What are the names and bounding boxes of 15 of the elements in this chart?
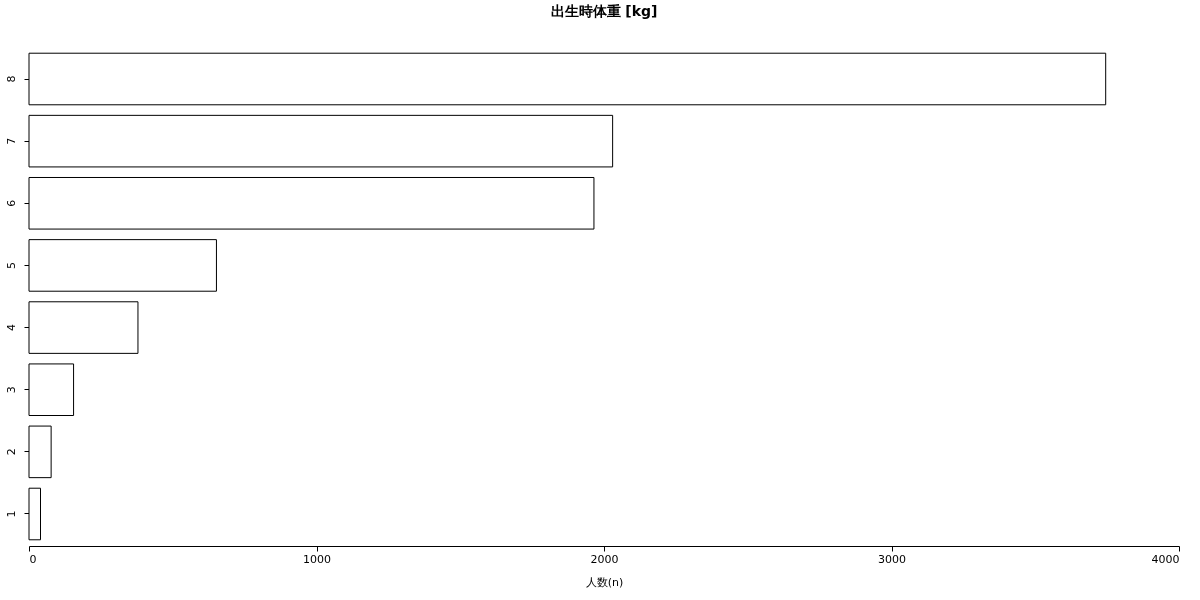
y-tick-label: 2: [4, 448, 18, 456]
x-axis-title: 人数(n): [585, 575, 624, 589]
x-tick-label: 2000: [590, 552, 619, 566]
y-tick-label: 1: [4, 510, 18, 518]
y-tick-label: 7: [4, 137, 18, 145]
x-tick-label: 0: [29, 552, 37, 566]
y-tick-label: 4: [4, 324, 18, 332]
x-tick-label: 4000: [1151, 552, 1180, 566]
x-tick-label: 1000: [303, 552, 331, 566]
y-tick-label: 5: [4, 261, 18, 269]
x-tick-label: 3000: [878, 552, 906, 566]
y-tick-label: 8: [4, 75, 18, 83]
chart-title: 出生時体重 [kg]: [550, 3, 658, 19]
y-tick-label: 3: [4, 386, 18, 394]
y-tick-label: 6: [4, 199, 18, 207]
